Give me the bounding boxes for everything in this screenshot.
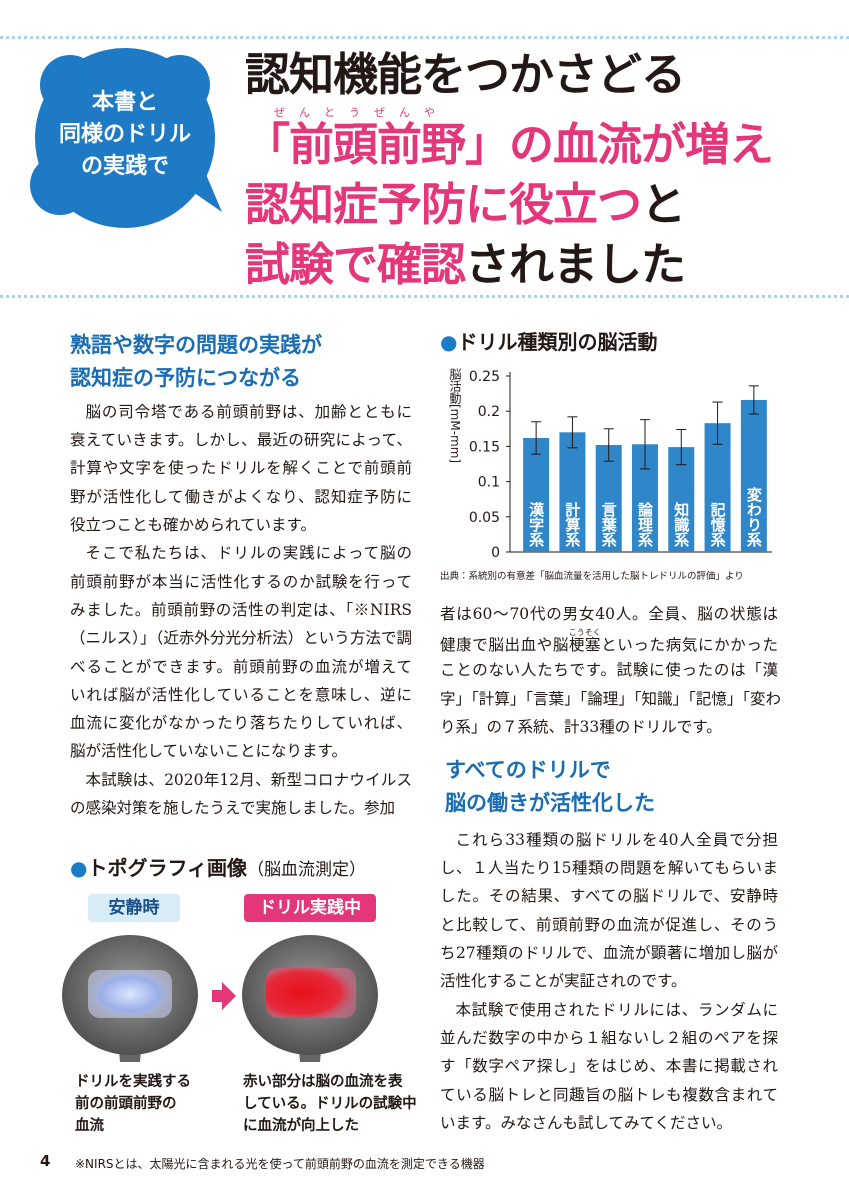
bar-label: 言葉系 [600, 502, 618, 548]
dotted-rule [0, 36, 849, 39]
caption-line: に血流が向上した [243, 1118, 359, 1134]
title-segment: されました [465, 238, 686, 291]
paragraph-line: 字」「計算」「言葉」「論理」「知識」「記憶」「変わ [440, 689, 782, 708]
topography-title: ●トポグラフィ画像（脳血流測定） [70, 852, 366, 881]
y-tick-label: 0.25 [469, 369, 500, 385]
title-segment: 認知機能をつかさどる [245, 48, 686, 101]
title-segment: 「前頭前野」の血流が増え [245, 118, 774, 171]
paragraph-line: いれば脳が活性化していることを意味し、逆に [70, 685, 412, 704]
paragraph-line: 野が活性化して働きがよくなり、認知症予防に [70, 487, 412, 506]
chart-source: 出典：系統別の有意差「脳血流量を活用した脳トレドリルの評価」より [440, 571, 744, 582]
title-line: 「前頭前野」の血流が増え [245, 115, 774, 175]
paragraph-line: 脳の司令塔である前頭前野は、加齢とともに [85, 402, 413, 421]
paragraph-line: そこで私たちは、ドリルの実践によって脳の [85, 544, 413, 563]
paragraph-line: みました。前頭前野の活性の判定は、「※NIRS [70, 600, 412, 619]
paragraph-line: 本試験は、2020年12月、新型コロナウイルス [85, 770, 413, 789]
paragraph-line: これら33種類の脳ドリルを40人全員で分担 [455, 830, 779, 849]
title-segment: 認知症予防に役立つ [245, 178, 642, 231]
paragraph-line: います。みなさんも試してみてください。 [440, 1113, 733, 1132]
section-heading: 認知症の予防につながる [70, 366, 301, 390]
paragraph-line: ち27種類のドリルで、血流が顕著に増加し脳が [440, 944, 778, 963]
paragraph-line: 役立つことも確かめられています。 [70, 516, 316, 535]
paragraph-line: 計算や文字を使ったドリルを解くことで前頭前 [70, 459, 412, 478]
bar [559, 432, 586, 552]
footnote: ※NIRSとは、太陽光に含まれる光を使って前頭前野の血流を測定できる機器 [75, 1157, 485, 1171]
ruby-text: こうそく [568, 628, 601, 638]
caption-line: している。ドリルの試験中 [243, 1096, 417, 1112]
caption-line: 血流 [75, 1118, 104, 1134]
paragraph-line: 並んだ数字の中から１組ないし２組のペアを探 [440, 1028, 778, 1047]
chart: 脳活動[mM-mm] 0 0.05 0.1 0.15 0.2 0.25 漢字系 計算系 言葉系 論理… [448, 368, 772, 561]
paragraph-line: と比較して、前頭前野の血流が促進し、そのう [440, 915, 778, 934]
bar-label: 知識系 [672, 501, 690, 548]
arrow [212, 982, 236, 1010]
ruby-word: 梗塞こうそく [568, 628, 601, 655]
text-run: 健康で脳出血や脳 [440, 636, 570, 655]
badge-text: の実践で [80, 154, 169, 179]
paragraph-line: した。その結果、すべての脳ドリルで、安静時 [440, 887, 778, 906]
label-rest: 安静時 [88, 894, 180, 922]
paragraph-line: 活性化することが実証されのです。 [440, 972, 687, 991]
brain-active [242, 935, 378, 1062]
title-ruby: ぜんとうぜんや [274, 106, 449, 119]
paragraph-line: す「数字ペア探し」をはじめ、本書に掲載され [440, 1057, 778, 1076]
section-heading: すべてのドリルで [445, 758, 611, 782]
section-heading: 脳の働きが活性化した [445, 791, 655, 815]
bar-label: 変わり系 [745, 486, 763, 548]
paragraph-line: り系」の７系統、計33種のドリルです。 [440, 718, 722, 737]
title-line: 試験で確認されました [245, 235, 686, 295]
bar-label: 論理系 [636, 502, 654, 548]
badge-bubble [30, 48, 222, 228]
brain-rest [62, 935, 198, 1062]
title-segment: 試験で確認 [245, 238, 466, 291]
title-line: 認知症予防に役立つと [245, 175, 686, 235]
bar-label: 記憶系 [709, 502, 727, 548]
y-tick-label: 0.05 [469, 510, 500, 526]
label-active: ドリル実践中 [244, 894, 376, 922]
y-tick-label: 0.1 [478, 475, 500, 491]
caption-line: ドリルを実践する [75, 1074, 191, 1090]
ruby-base: 梗塞 [568, 636, 601, 655]
paragraph-line: 前頭前野が本当に活性化するのか試験を行って [70, 572, 412, 591]
caption-line: 前の前頭前野の [75, 1096, 177, 1112]
y-axis-label: 脳活動[mM-mm] [448, 368, 462, 464]
title-segment: と [641, 178, 686, 231]
bar [595, 444, 622, 552]
paragraph-line: べることができます。前頭前野の血流が増えて [70, 657, 412, 676]
y-tick-label: 0 [491, 545, 500, 561]
paragraph-line: 本試験で使用されたドリルには、ランダムに [455, 1000, 779, 1019]
y-tick-label: 0.15 [469, 439, 500, 455]
bar [523, 437, 550, 552]
bar [740, 399, 767, 552]
y-tick-label: 0.2 [478, 404, 500, 420]
bar-label: 漢字系 [527, 501, 545, 548]
caption-line: 赤い部分は脳の血流を表 [243, 1074, 403, 1090]
chart-title: ●ドリル種類別の脳活動 [440, 330, 658, 354]
page-number: 4 [40, 1152, 51, 1170]
badge-text: 同様のドリル [58, 122, 191, 147]
paragraph-line: ている脳トレと同趣旨の脳トレも複数含まれて [440, 1085, 778, 1104]
paragraph-line: ことのない人たちです。試験に使ったのは「漢 [440, 661, 778, 680]
text-run: といった病気にかかった [600, 636, 778, 655]
paragraph-line: 者は60～70代の男女40人。全員、脳の状態は [440, 604, 778, 623]
section-heading: 熟語や数字の問題の実践が [70, 333, 322, 357]
paragraph-line: 健康で脳出血や脳梗塞こうそくといった病気にかかった [440, 628, 778, 656]
bar-label: 計算系 [563, 501, 581, 548]
paragraph-line: し、１人当たり15種類の問題を解いてもらいま [440, 859, 778, 878]
title-line: 認知機能をつかさどる [245, 45, 686, 105]
topography-title-main: ●トポグラフィ画像 [70, 856, 248, 880]
badge-text: 本書と [91, 90, 158, 115]
paragraph-line: 脳が活性化していないことになります。 [70, 742, 347, 761]
paragraph-line: 衰えていきます。しかし、最近の研究によって、 [70, 431, 412, 450]
paragraph-line: （ニルス）」（近赤外分光分析法）という方法で調 [70, 629, 412, 648]
dotted-rule [0, 295, 849, 298]
topography-subtitle: （脳血流測定） [247, 860, 367, 880]
paragraph-line: 血流に変化がなかったり落ちたりしていれば、 [70, 714, 412, 733]
paragraph-line: の感染対策を施したうえで実施しました。参加 [70, 799, 396, 818]
